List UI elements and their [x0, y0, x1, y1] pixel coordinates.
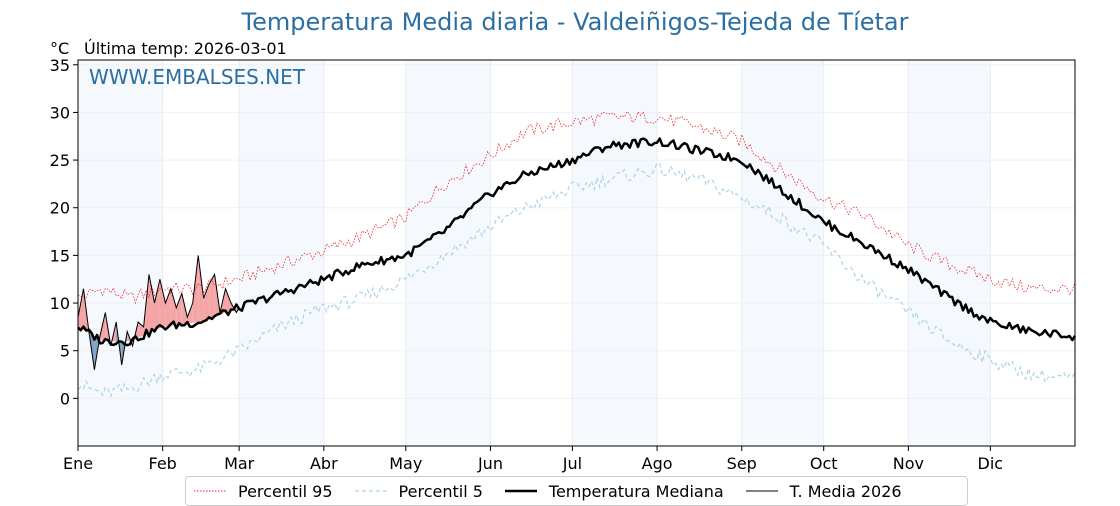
x-tick-label-ene: Ene	[63, 454, 93, 473]
x-tick-label-dic: Dic	[978, 454, 1004, 473]
anomaly-above-fill	[154, 279, 160, 331]
legend-label-p5: Percentil 5	[398, 481, 483, 501]
y-tick-label-30: 30	[50, 103, 70, 122]
anomaly-above-fill	[198, 255, 204, 323]
legend-item-median: Temperatura Mediana	[503, 482, 724, 501]
x-tick-label-mar: Mar	[224, 454, 255, 473]
legend: Percentil 95 Percentil 5 Temperatura Med…	[185, 476, 968, 506]
y-tick-label-5: 5	[60, 342, 70, 361]
series-line-mediana	[77, 137, 1077, 347]
month-band-jul	[572, 60, 658, 446]
month-band-mar	[239, 60, 324, 446]
x-tick-label-ago: Ago	[642, 454, 673, 473]
legend-item-p95: Percentil 95	[192, 482, 333, 501]
x-tick-label-sep: Sep	[727, 454, 757, 473]
month-bands	[78, 60, 991, 446]
x-tick-label-nov: Nov	[893, 454, 924, 473]
chart-title: Temperatura Media diaria - Valdeiñigos-T…	[241, 8, 909, 36]
y-tick-label-20: 20	[50, 199, 70, 218]
anomaly-above-fill	[78, 288, 84, 330]
legend-swatch-median	[504, 489, 537, 493]
month-band-may	[405, 60, 491, 446]
month-band-nov	[908, 60, 991, 446]
x-tick-label-jun: Jun	[477, 454, 503, 473]
plot-frame	[77, 59, 1076, 447]
watermark-text: WWW.EMBALSES.NET	[89, 65, 306, 89]
x-ticks: Ene Feb Mar Abr May Jun Jul Ago Sep Oct Nov Dic	[63, 446, 1003, 473]
y-tick-label-0: 0	[60, 389, 70, 408]
x-tick-label-may: May	[389, 454, 422, 473]
month-band-sep	[741, 60, 824, 446]
legend-item-p5: Percentil 5	[353, 482, 483, 501]
legend-label-p95: Percentil 95	[238, 481, 333, 501]
anomaly-above-fill	[176, 293, 182, 325]
anomaly-above-fill	[149, 274, 155, 333]
x-tick-label-feb: Feb	[149, 454, 177, 473]
x-tick-label-jul: Jul	[562, 454, 582, 473]
anomaly-above-fill	[203, 284, 210, 321]
month-band-ene	[78, 60, 163, 446]
y-tick-label-35: 35	[50, 56, 70, 75]
legend-label-current: T. Media 2026	[789, 481, 902, 501]
y-tick-label-10: 10	[50, 294, 70, 313]
last-temp-label: Última temp: 2026-03-01	[84, 39, 287, 58]
anomaly-above-fill	[159, 279, 166, 329]
x-tick-label-abr: Abr	[310, 454, 338, 473]
anomaly-above-fill	[170, 288, 177, 326]
legend-swatch-p5	[354, 490, 387, 492]
y-ticks: 0 5 10 15 20 25 30 35	[50, 56, 78, 408]
series-line-media-2026	[77, 255, 240, 370]
y-tick-label-25: 25	[50, 151, 70, 170]
legend-swatch-p95	[194, 490, 226, 492]
y-unit-label: °C	[50, 39, 70, 58]
y-tick-label-15: 15	[50, 246, 70, 265]
series-line-percentil-95	[77, 110, 1076, 305]
anomaly-above-fill	[225, 288, 231, 313]
legend-item-current: T. Media 2026	[744, 482, 902, 501]
legend-swatch-current	[745, 490, 778, 492]
series-lines	[77, 110, 1077, 398]
legend-label-median: Temperatura Mediana	[548, 481, 724, 501]
x-tick-label-oct: Oct	[810, 454, 838, 473]
anomaly-above-fill	[209, 274, 215, 319]
anomaly-above-fill	[187, 303, 193, 324]
anomaly-above-fill	[165, 288, 171, 327]
